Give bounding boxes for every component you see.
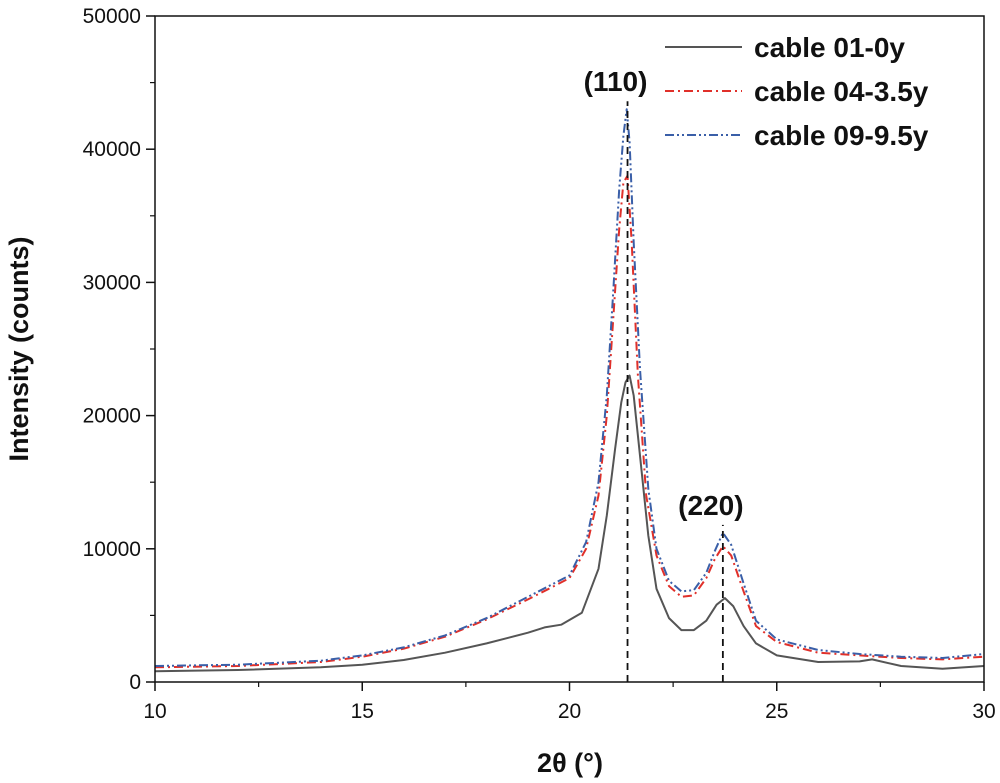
series-line-3	[154, 108, 985, 667]
x-tick-label: 25	[765, 700, 788, 723]
legend-label-2: cable 04-3.5y	[754, 76, 929, 107]
x-tick-label: 10	[143, 700, 166, 723]
legend-label-3: cable 09-9.5y	[754, 120, 929, 151]
y-tick-label: 0	[129, 671, 141, 694]
x-tick-label: 30	[972, 700, 995, 723]
series-line-1	[154, 374, 985, 673]
peak-label-1: (110)	[584, 66, 648, 97]
x-tick-label: 20	[558, 700, 581, 723]
y-tick-label: 40000	[83, 138, 141, 161]
peak-label-2: (220)	[678, 490, 743, 521]
y-axis-title: Intensity (counts)	[4, 236, 34, 461]
x-axis-title: 2θ (°)	[537, 748, 603, 778]
legend-label-1: cable 01-0y	[754, 32, 905, 63]
x-tick-label: 15	[351, 700, 374, 723]
plot-frame	[154, 15, 985, 683]
series-line-2	[154, 174, 985, 669]
y-tick-label: 10000	[83, 538, 141, 561]
y-tick-label: 20000	[83, 405, 141, 428]
y-tick-label: 50000	[83, 5, 141, 28]
y-tick-label: 30000	[83, 271, 141, 294]
